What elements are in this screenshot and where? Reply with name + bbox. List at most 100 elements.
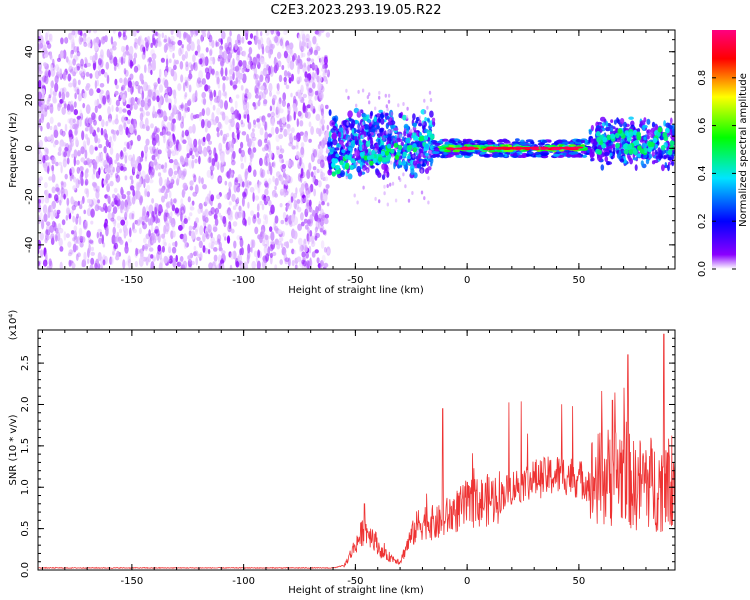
spectrogram-y-tick-label: 40 (24, 45, 35, 58)
spectrogram-cell (44, 182, 48, 189)
spectrogram-cell (49, 103, 54, 107)
spectrogram-cell (191, 159, 195, 169)
spectrogram-cell (242, 50, 247, 58)
spectrogram-cell (172, 242, 177, 247)
spectrogram-cell (327, 249, 330, 255)
spectrogram-cell (357, 89, 360, 94)
spectrogram-cell (646, 118, 651, 125)
spectrogram-cell (279, 203, 283, 208)
spectrogram-cell (320, 172, 325, 179)
spectrogram-cell (264, 130, 268, 140)
spectrogram-cell (330, 141, 333, 147)
spectrogram-cell (172, 52, 175, 59)
spectrogram-cell (136, 219, 141, 226)
spectrogram-cell (104, 133, 108, 141)
spectrogram-cell (311, 71, 315, 80)
spectrogram-cell (283, 50, 288, 59)
spectrogram-cell (107, 118, 113, 124)
spectrogram-cell (357, 125, 360, 129)
spectrogram-cell (190, 230, 196, 240)
spectrogram-cell (632, 149, 638, 156)
spectrogram-cell (208, 89, 212, 94)
spectrogram-cell (384, 150, 390, 156)
spectrogram-cell (265, 196, 269, 202)
spectrogram-cell (85, 172, 89, 178)
spectrogram-cell (222, 76, 226, 81)
spectrogram-cell (115, 106, 119, 112)
spectrogram-cell (246, 254, 250, 264)
spectrogram-cell (211, 39, 215, 49)
spectrogram-cell (575, 139, 582, 143)
spectrogram-cell (320, 139, 326, 149)
spectrogram-cell (60, 37, 64, 45)
spectrogram-cell (159, 252, 162, 260)
spectrogram-cell (198, 145, 202, 154)
spectrogram-cell (77, 149, 81, 157)
spectrogram-cell (293, 199, 297, 210)
spectrogram-cell (54, 75, 59, 84)
spectrogram-cell (158, 172, 162, 177)
spectrogram-cell (382, 137, 385, 142)
spectrogram-cell (316, 67, 320, 76)
spectrogram-cell (386, 115, 390, 120)
spectrogram-cell (597, 149, 602, 155)
spectrogram-cell (48, 258, 52, 266)
spectrogram-cell (247, 92, 252, 100)
spectrogram-cell (314, 249, 319, 254)
spectrogram-cell (248, 47, 253, 55)
spectrogram-cell (115, 252, 120, 257)
spectrogram-cell (131, 160, 137, 168)
spectrogram-cell (304, 182, 309, 188)
spectrogram-cell (260, 85, 265, 91)
spectrogram-cell (296, 76, 301, 85)
spectrogram-cell (300, 142, 305, 148)
spectrogram-cell (167, 243, 172, 252)
spectrogram-cell (168, 58, 172, 64)
spectrogram-cell (199, 225, 204, 236)
chart-title: C2E3.2023.293.19.05.R22 (270, 3, 441, 18)
spectrogram-cell (246, 113, 250, 123)
spectrogram-cell (528, 151, 534, 155)
spectrogram-cell (39, 40, 42, 50)
spectrogram-cell (646, 134, 651, 140)
spectrogram-cell (164, 191, 168, 200)
spectrogram-cell (441, 138, 449, 142)
spectrogram-cell (324, 213, 329, 219)
spectrogram-cell (120, 189, 124, 196)
spectrogram-cell (206, 169, 211, 178)
spectrogram-cell (424, 143, 429, 149)
spectrogram-cell (202, 211, 206, 216)
spectrogram-cell (237, 174, 242, 183)
spectrogram-cell (127, 204, 131, 210)
spectrogram-cell (81, 68, 86, 77)
spectrogram-cell (404, 184, 407, 189)
spectrogram-cell (295, 154, 299, 160)
spectrogram-cell (235, 55, 240, 61)
spectrogram-cell (171, 150, 177, 157)
spectrogram-cell (308, 138, 312, 143)
spectrogram-cell (158, 74, 162, 85)
spectrogram-cell (617, 128, 623, 134)
spectrogram-cell (75, 159, 80, 166)
spectrogram-cell (484, 144, 489, 147)
spectrogram-cell (308, 40, 312, 49)
spectrogram-cell (238, 205, 242, 212)
spectrogram-cell (320, 30, 325, 33)
spectrogram-cell (446, 148, 456, 151)
spectrogram-cell (204, 56, 209, 67)
spectrogram-cell (252, 102, 256, 107)
spectrogram-cell (265, 253, 269, 262)
spectrogram-cell (131, 196, 136, 205)
spectrogram-cell (230, 169, 234, 176)
spectrogram-cell (122, 166, 127, 172)
spectrogram-cell (271, 189, 277, 197)
spectrogram-cell (420, 169, 423, 174)
spectrogram-cell (106, 183, 110, 193)
spectrogram-cell (154, 235, 159, 241)
spectrogram-cell (46, 122, 50, 130)
spectrogram-cell (167, 212, 170, 219)
spectrogram-cell (241, 181, 245, 188)
spectrogram-cell (304, 183, 309, 191)
spectrogram-cell (540, 153, 548, 157)
spectrogram-cell (369, 160, 374, 166)
